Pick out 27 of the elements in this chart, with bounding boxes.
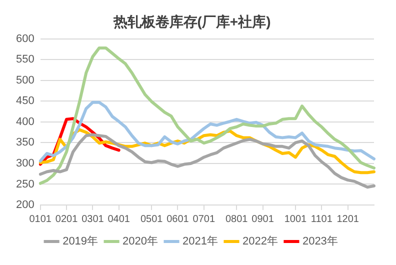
x-tick-label: 0301 [82, 214, 104, 225]
x-tick-label: 0601 [166, 214, 190, 225]
x-tick-label: 0801 [225, 214, 248, 225]
legend-label: 2019年 [62, 236, 98, 248]
legend-label: 2021年 [182, 236, 218, 248]
x-tick-label: 0401 [108, 214, 130, 225]
legend-label: 2020年 [122, 236, 158, 248]
y-tick-label: 350 [16, 136, 34, 149]
y-tick-label: 200 [16, 199, 34, 212]
y-tick-label: 400 [16, 116, 34, 128]
x-tick-label: 0501 [140, 214, 164, 225]
y-tick-label: 300 [16, 157, 34, 170]
x-tick-label: 1101 [310, 214, 333, 225]
chart-title: 热轧板卷库存(厂库+社库) [112, 13, 271, 30]
x-tick-label: 0101 [29, 214, 52, 225]
legend-label: 2022年 [242, 236, 278, 248]
y-tick-label: 600 [16, 32, 34, 45]
y-tick-label: 500 [16, 74, 34, 86]
y-tick-label: 450 [16, 95, 34, 108]
y-tick-label: 250 [16, 178, 34, 190]
y-tick-label: 550 [16, 54, 34, 66]
x-tick-label: 1201 [336, 214, 360, 225]
x-tick-label: 0201 [55, 214, 78, 225]
x-tick-label: 0701 [192, 214, 216, 225]
legend-label: 2023年 [302, 236, 338, 248]
x-tick-label: 1001 [284, 214, 308, 225]
x-tick-label: 0901 [252, 214, 274, 225]
